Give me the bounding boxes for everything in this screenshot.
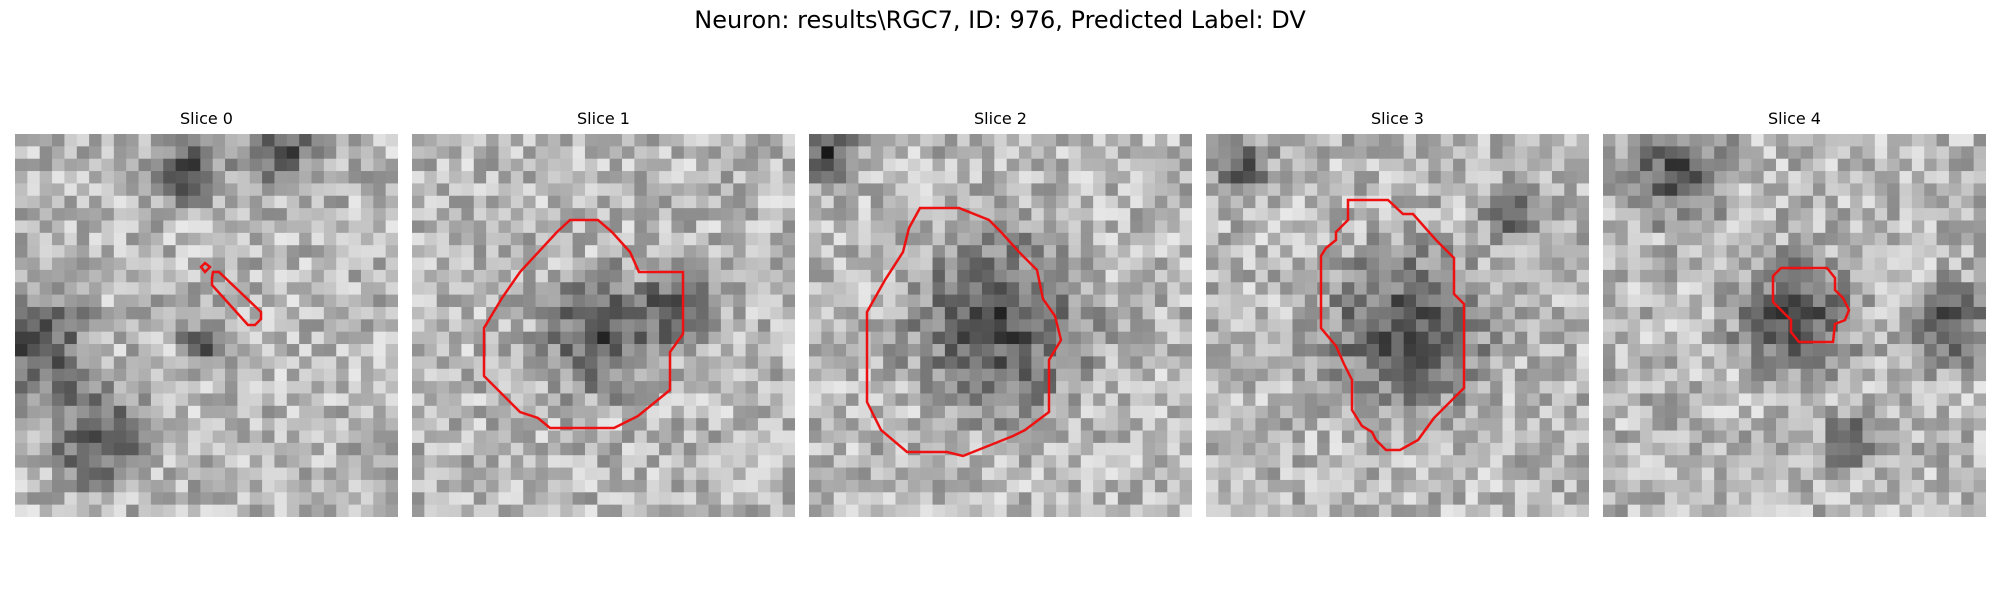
slice-title-4: Slice 4: [1768, 109, 1821, 128]
slice-pixels-3: [1206, 134, 1589, 517]
slice-title-3: Slice 3: [1371, 109, 1424, 128]
slice-pixels-4: [1603, 134, 1986, 517]
roi-contour-0b: [210, 270, 263, 327]
slice-pixels-1: [412, 134, 795, 517]
slice-image-4: [1603, 134, 1986, 517]
roi-contour-3: [1319, 198, 1466, 452]
slice-pixels-0: [15, 134, 398, 517]
slice-panel-3: Slice 3: [1206, 108, 1589, 517]
slice-title-0: Slice 0: [180, 109, 233, 128]
slice-title-1: Slice 1: [577, 109, 630, 128]
roi-contour-1: [482, 218, 685, 430]
slice-title-2: Slice 2: [974, 109, 1027, 128]
slice-pixels-2: [809, 134, 1192, 517]
slice-panel-0: Slice 0: [15, 108, 398, 517]
figure-title: Neuron: results\RGC7, ID: 976, Predicted…: [694, 6, 1306, 34]
slice-panel-2: Slice 2: [809, 108, 1192, 517]
roi-contour-2: [865, 206, 1063, 458]
slice-image-1: [412, 134, 795, 517]
slice-panel-1: Slice 1: [412, 108, 795, 517]
slice-panel-4: Slice 4: [1603, 108, 1986, 517]
roi-contour-4: [1771, 266, 1851, 344]
roi-contour-0a: [199, 261, 212, 274]
slice-image-3: [1206, 134, 1589, 517]
slice-image-0: [15, 134, 398, 517]
slice-image-2: [809, 134, 1192, 517]
